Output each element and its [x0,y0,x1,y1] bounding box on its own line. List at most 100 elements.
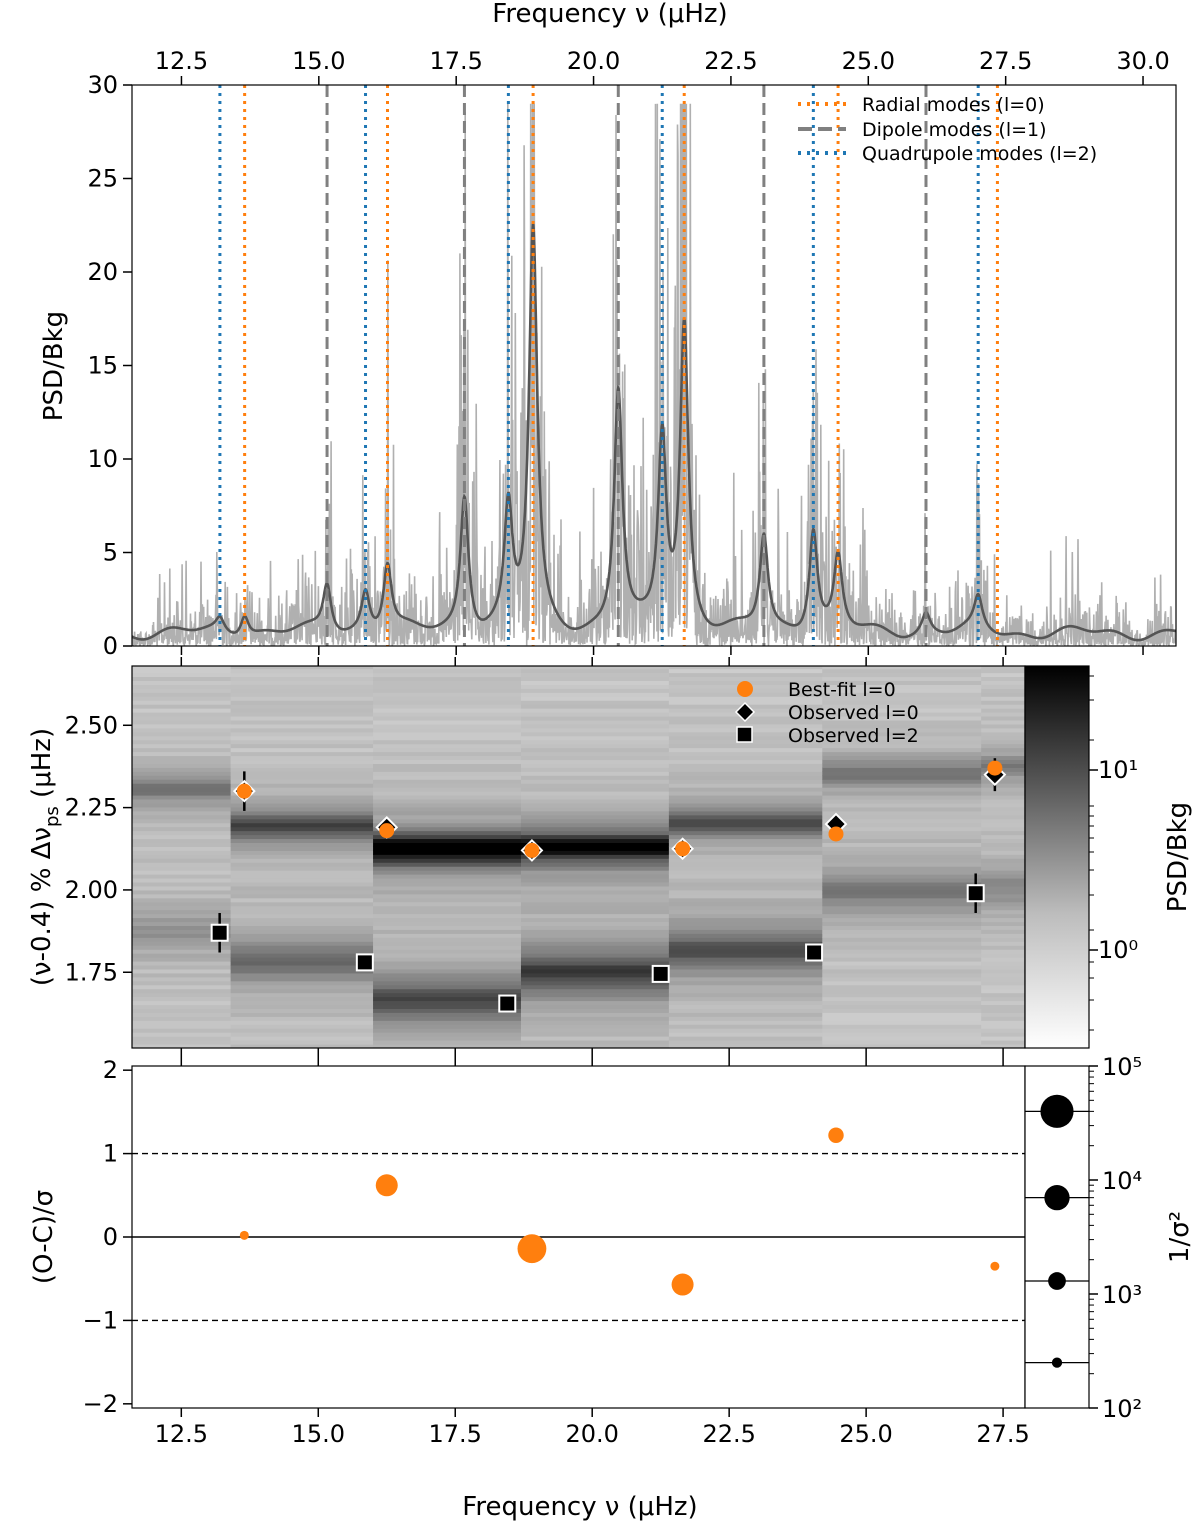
heatmap-cell [668,743,823,749]
heatmap-cell [981,676,1025,681]
heatmap-cell [520,830,670,836]
heatmap-cell [132,949,232,954]
observed-l2-point [210,923,229,942]
heatmap-cell [822,1000,982,1006]
heatmap-cell [230,1044,374,1048]
residual-point [239,1230,249,1240]
heatmap-cell [373,933,522,938]
heatmap-cell [668,767,823,772]
heatmap-cell [520,759,670,764]
heatmap-cell [132,735,232,741]
heatmap-cell [668,961,823,966]
heatmap-cell [230,716,374,721]
residuals-y-ticks: −2 −1 0 1 2 [83,1056,132,1418]
heatmap-cell [132,965,232,970]
heatmap-cell [132,1012,232,1017]
heatmap-cell [520,676,670,681]
heatmap-cell [668,791,823,796]
heatmap-cell [822,771,982,776]
heatmap-cell [132,712,232,717]
heatmap-cell [373,763,522,768]
heatmap-cell [520,878,670,883]
heatmap-cell [668,1028,823,1033]
legend-quadrupole-label: Quadrupole modes (l=2) [862,143,1097,165]
heatmap-cell [822,1008,982,1013]
heatmap-cell [373,1016,522,1021]
heatmap-cell [373,1040,522,1045]
heatmap-cell [981,727,1025,733]
colorbar-tick-10: 10¹ [1098,756,1138,784]
heatmap-cell [132,1020,232,1025]
heatmap-cell [981,984,1025,990]
heatmap-cell [132,672,232,678]
heatmap-cell [822,953,982,958]
heatmap-cell [822,870,982,875]
heatmap-cell [230,1024,374,1029]
heatmap-cell [981,980,1025,986]
x-tick-label: 27.5 [979,47,1032,75]
heatmap-cell [373,842,522,847]
heatmap-cell [373,878,522,883]
heatmap-cell [373,799,522,804]
heatmap-cell [132,723,232,729]
heatmap-cell [230,878,374,883]
raw-spectrum-trace [132,103,1176,646]
heatmap-cell [230,933,374,938]
bestfit-l0-point [675,841,691,857]
heatmap-cell [822,716,982,721]
heatmap-cell [981,972,1025,978]
heatmap-cell [373,771,522,776]
heatmap-cell [520,846,670,851]
heatmap-cell [520,882,670,887]
heatmap-cell [132,1008,232,1013]
heatmap-cell [132,842,232,847]
legend-observed-l2-marker [736,726,753,743]
heatmap-cell [520,889,670,895]
heatmap-cell [981,779,1025,784]
heatmap-cell [520,1024,670,1029]
heatmap-cell [981,968,1025,974]
heatmap-cell [822,731,982,737]
heatmap-cell [373,696,522,701]
heatmap-cell [132,874,232,879]
y-tick-label: 1.75 [65,958,118,986]
heatmap-cell [981,838,1025,844]
heatmap-cell [520,814,670,820]
heatmap-cell [668,1040,823,1045]
heatmap-cell [132,826,232,832]
heatmap-cell [981,897,1025,903]
heatmap-cell [668,968,823,974]
heatmap-cell [230,666,374,670]
heatmap-cell [132,787,232,792]
heatmap-cell [520,921,670,926]
heatmap-cell [230,700,374,705]
heatmap-cell [230,893,374,899]
heatmap-cell [981,1008,1025,1013]
heatmap-cell [373,846,522,851]
heatmap-cell [132,882,232,887]
heatmap-cell [822,668,982,674]
heatmap-cell [981,668,1025,674]
heatmap-cell [981,885,1025,891]
heatmap-cell [822,941,982,946]
heatmap-cell [132,771,232,776]
observed-l2-point [355,953,374,972]
observed-l2-point [498,994,517,1013]
heatmap-cell [132,1032,232,1037]
heatmap-cell [668,854,823,859]
heatmap-cell [230,1028,374,1033]
heatmap-cell [822,838,982,844]
heatmap-cell [132,806,232,812]
heatmap-cell [668,822,823,828]
heatmap-cell [373,1012,522,1017]
heatmap-cell [373,897,522,903]
heatmap-cell [520,1036,670,1041]
heatmap-cell [132,822,232,828]
heatmap-cell [981,700,1025,705]
heatmap-cell [230,672,374,678]
heatmap-cell [230,996,374,1002]
heatmap-cell [668,818,823,824]
x-tick-label: 22.5 [704,47,757,75]
heatmap-cell [520,905,670,911]
heatmap-cell [230,676,374,681]
